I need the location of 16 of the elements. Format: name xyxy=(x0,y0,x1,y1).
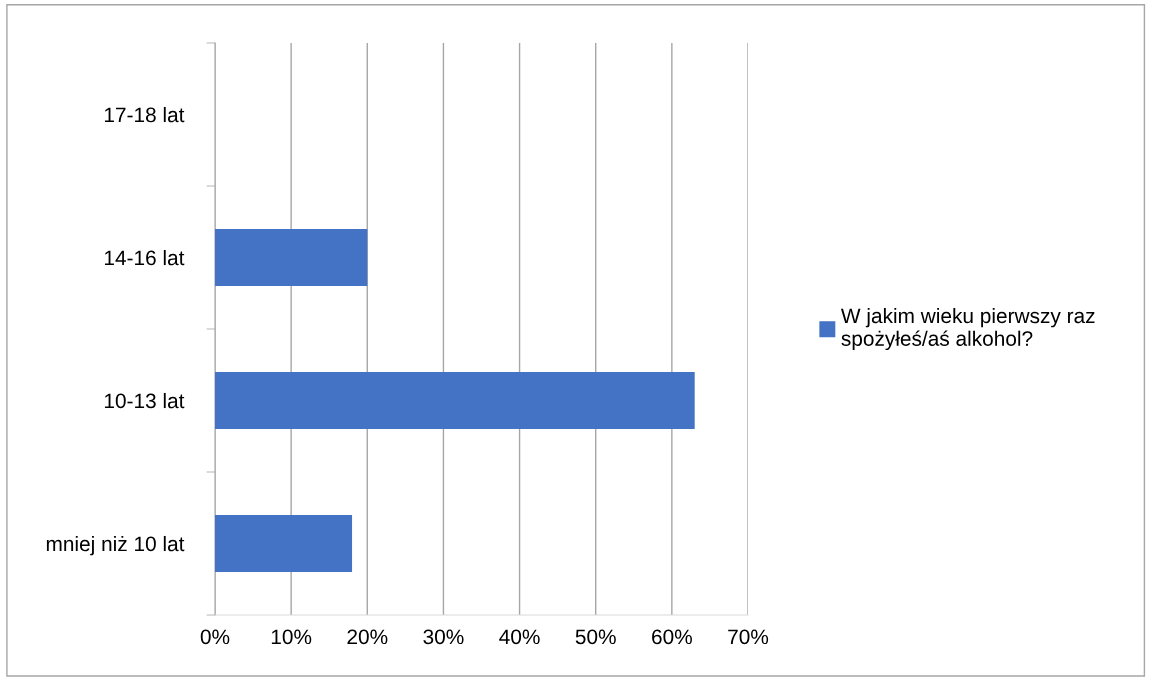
bar xyxy=(215,514,353,573)
x-tick-label: 70% xyxy=(728,629,769,645)
x-tick-label: 0% xyxy=(200,629,230,645)
x-tick-label: 30% xyxy=(423,629,464,645)
y-tick-label: 10-13 lat xyxy=(104,392,185,409)
bar xyxy=(215,371,695,430)
bar xyxy=(215,228,368,287)
x-tick-label: 20% xyxy=(347,629,388,645)
x-tick-label: 60% xyxy=(652,629,692,645)
y-tick-label: 17-18 lat xyxy=(104,106,185,123)
y-tick-label: 14-16 lat xyxy=(104,249,185,266)
x-tick-label: 50% xyxy=(575,629,616,645)
y-tick-label: mniej niż 10 lat xyxy=(46,535,185,556)
x-tick-label: 40% xyxy=(499,629,540,645)
x-tick-label: 10% xyxy=(271,629,312,645)
legend-label: W jakim wieku pierwszy raz spożyłeś/aś alkohol? xyxy=(840,307,1095,351)
